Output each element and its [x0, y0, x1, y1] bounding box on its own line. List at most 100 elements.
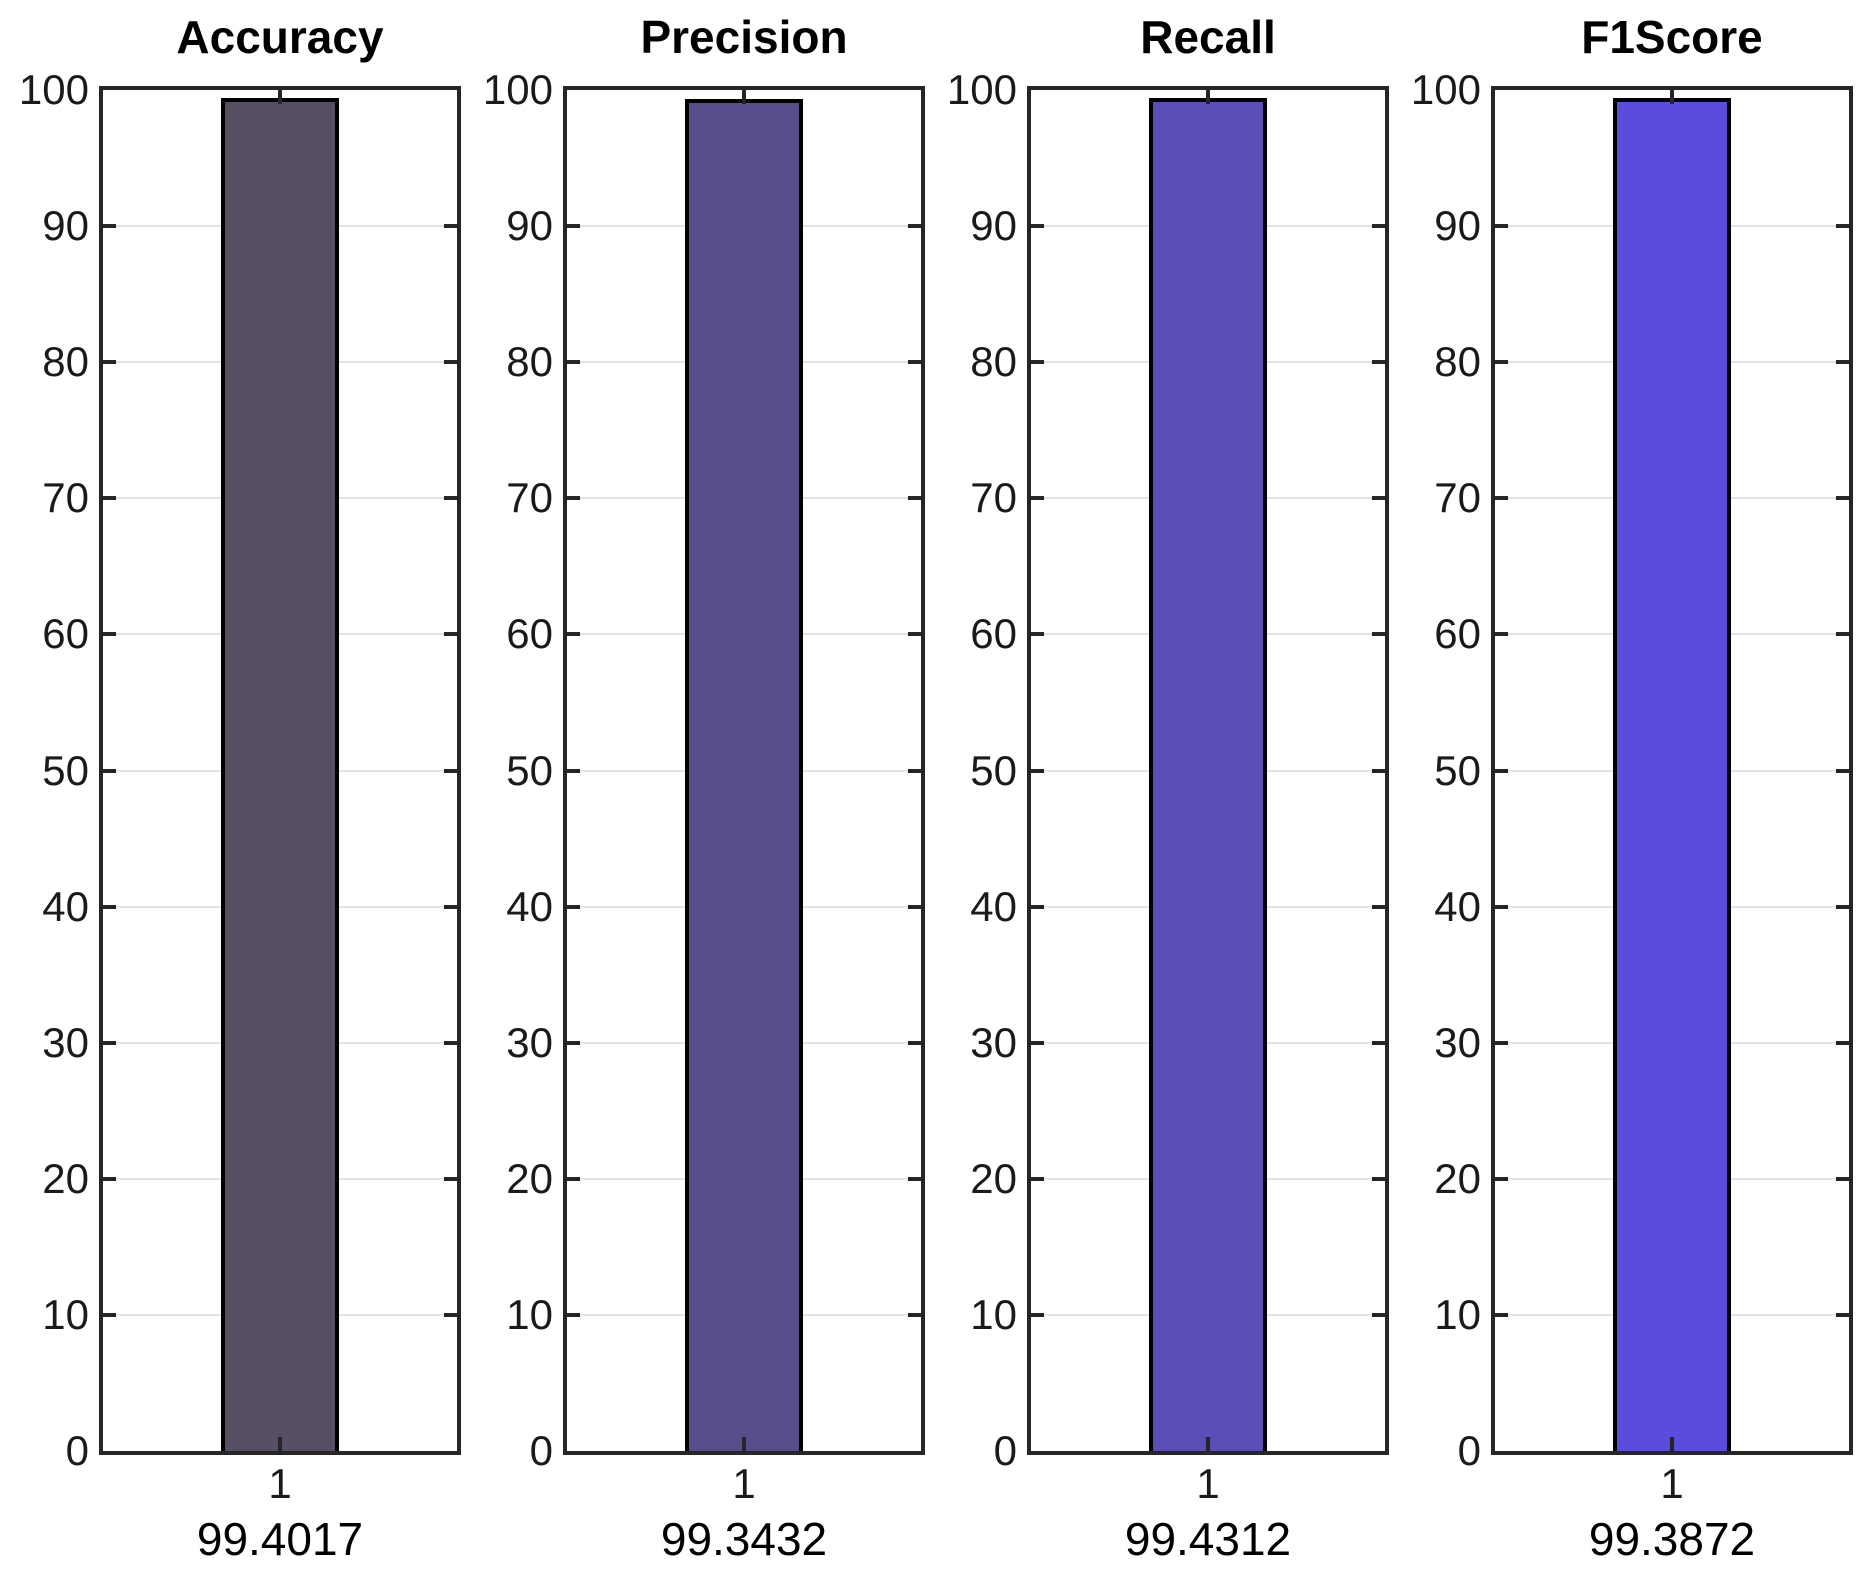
y-tick-right	[1372, 360, 1385, 365]
y-tick-right	[444, 632, 457, 637]
y-tick-right	[908, 360, 921, 365]
x-tick-label: 1	[268, 1460, 292, 1507]
y-tick-left	[1495, 632, 1508, 637]
y-tick-right	[1372, 632, 1385, 637]
y-tick-left	[1495, 904, 1508, 909]
y-tick-left	[567, 1040, 580, 1045]
y-tick-label: 50	[970, 746, 1017, 794]
y-tick-right	[1372, 1040, 1385, 1045]
y-tick-label: 70	[42, 474, 89, 522]
x-tick-top	[742, 90, 746, 104]
y-tick-right	[908, 1040, 921, 1045]
y-tick-label: 70	[1434, 474, 1481, 522]
y-tick-right	[444, 1040, 457, 1045]
y-tick-right	[1836, 360, 1849, 365]
plot-area	[563, 86, 925, 1455]
y-tick-label: 10	[42, 1290, 89, 1338]
y-tick-label: 10	[970, 1290, 1017, 1338]
y-tick-left	[1495, 224, 1508, 229]
bar-value-label: 99.4312	[1124, 1513, 1292, 1565]
y-tick-left	[1031, 632, 1044, 637]
y-tick-label: 40	[42, 882, 89, 930]
y-tick-label: 30	[42, 1018, 89, 1066]
y-tick-right	[1836, 1176, 1849, 1181]
y-tick-left	[567, 224, 580, 229]
x-tick-top	[1670, 90, 1674, 104]
y-tick-label: 70	[506, 474, 553, 522]
y-tick-left	[1031, 496, 1044, 501]
y-tick-left	[1031, 1176, 1044, 1181]
y-tick-right	[444, 496, 457, 501]
y-tick-label: 90	[42, 202, 89, 250]
y-tick-label: 80	[1434, 338, 1481, 386]
y-tick-label: 50	[42, 746, 89, 794]
y-tick-right	[1372, 904, 1385, 909]
y-tick-label: 100	[482, 66, 553, 113]
y-tick-right	[444, 224, 457, 229]
y-tick-label: 80	[970, 338, 1017, 386]
y-tick-label: 60	[506, 610, 553, 658]
y-tick-left	[1495, 1176, 1508, 1181]
subplot-title: Recall	[1140, 11, 1276, 63]
y-tick-right	[908, 632, 921, 637]
bar	[1613, 98, 1731, 1451]
y-tick-left	[103, 1040, 116, 1045]
y-tick-left	[1031, 768, 1044, 773]
y-tick-label: 0	[529, 1427, 553, 1474]
bar-value-label: 99.4017	[196, 1513, 364, 1565]
y-tick-right	[1836, 632, 1849, 637]
y-tick-label: 100	[18, 66, 89, 113]
y-tick-right	[444, 1312, 457, 1317]
y-tick-right	[908, 1312, 921, 1317]
y-tick-left	[1495, 360, 1508, 365]
y-tick-right	[1836, 224, 1849, 229]
y-tick-label: 40	[970, 882, 1017, 930]
y-tick-left	[103, 224, 116, 229]
y-tick-label: 0	[993, 1427, 1017, 1474]
x-tick-label: 1	[732, 1460, 756, 1507]
y-tick-left	[567, 360, 580, 365]
y-tick-label: 80	[42, 338, 89, 386]
subplot-title: Accuracy	[176, 11, 384, 63]
y-tick-left	[1031, 1312, 1044, 1317]
y-tick-right	[1836, 1040, 1849, 1045]
x-tick-top	[278, 90, 282, 104]
y-tick-left	[1495, 1040, 1508, 1045]
y-tick-label: 50	[1434, 746, 1481, 794]
y-tick-label: 50	[506, 746, 553, 794]
bar	[1149, 98, 1267, 1451]
x-tick-top	[1206, 90, 1210, 104]
y-tick-label: 20	[42, 1154, 89, 1202]
y-tick-label: 60	[970, 610, 1017, 658]
y-tick-right	[1836, 1312, 1849, 1317]
y-tick-label: 90	[970, 202, 1017, 250]
bar	[221, 98, 339, 1451]
subplot-title: F1Score	[1581, 11, 1763, 63]
x-tick-bottom	[742, 1437, 746, 1451]
y-tick-right	[908, 904, 921, 909]
plot-area	[99, 86, 461, 1455]
y-tick-left	[567, 1312, 580, 1317]
y-tick-label: 20	[1434, 1154, 1481, 1202]
x-tick-bottom	[278, 1437, 282, 1451]
bar-value-label: 99.3432	[660, 1513, 828, 1565]
y-tick-label: 40	[1434, 882, 1481, 930]
y-tick-left	[103, 496, 116, 501]
y-tick-left	[1031, 1040, 1044, 1045]
y-tick-label: 0	[65, 1427, 89, 1474]
y-tick-label: 60	[42, 610, 89, 658]
y-tick-left	[103, 768, 116, 773]
plot-area	[1027, 86, 1389, 1455]
y-tick-label: 70	[970, 474, 1017, 522]
plot-area	[1491, 86, 1853, 1455]
y-tick-left	[103, 632, 116, 637]
y-tick-right	[444, 768, 457, 773]
y-tick-label: 10	[1434, 1290, 1481, 1338]
y-tick-label: 90	[1434, 202, 1481, 250]
y-tick-label: 20	[506, 1154, 553, 1202]
x-tick-label: 1	[1660, 1460, 1684, 1507]
y-tick-right	[1836, 496, 1849, 501]
y-tick-label: 80	[506, 338, 553, 386]
x-tick-label: 1	[1196, 1460, 1220, 1507]
